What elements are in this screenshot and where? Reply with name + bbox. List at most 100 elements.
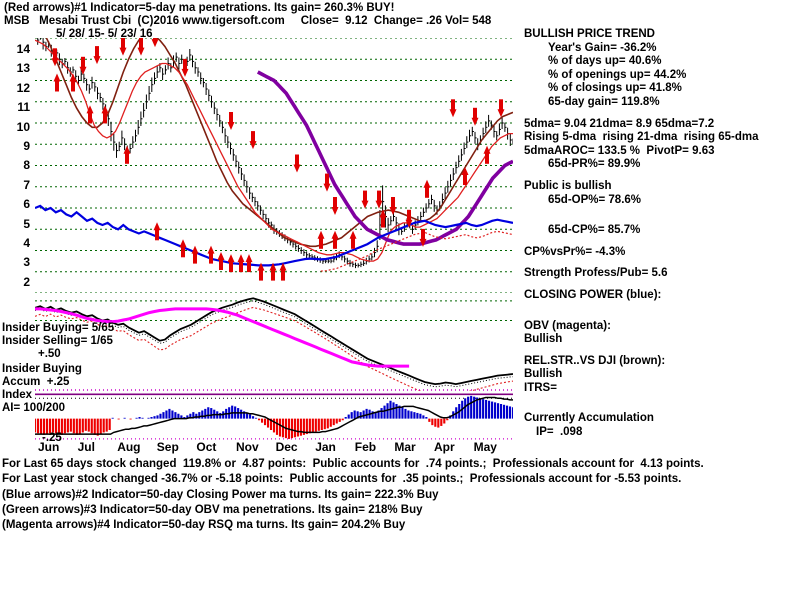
x-tick-label: May [473,440,497,454]
moving-average-values: 5dma= 9.04 21dma= 8.9 65dma=7.2 [524,117,715,130]
sell-arrow-down [51,48,59,67]
chart-canvas [0,38,520,443]
sell-arrow-down [249,131,257,150]
x-tick-label: Jun [38,440,60,454]
ai-threshold-label: AI= 100/200 [2,402,65,414]
buy-arrow-up [227,254,235,273]
cp-65d: 65d-CP%= 85.7% [548,224,641,237]
buy-arrow-up [279,262,287,281]
op-65d: 65d-OP%= 78.6% [548,193,642,206]
x-tick-label: Apr [434,440,455,454]
obv-ma-line [35,307,410,368]
accumulation-index-panel [35,391,513,443]
public-state: Public is bullish [524,179,612,192]
buy-arrow-up [207,245,215,264]
x-tick-label: Nov [236,440,259,454]
closing-power-line [35,204,513,267]
strength-profess-pub: Strength Profess/Pub= 5.6 [524,267,668,280]
buy-arrow-up [257,262,265,281]
relstr-state: Bullish [524,368,563,381]
y-tick-label: 12 [16,80,30,95]
sell-arrow-down [471,107,479,126]
y-tick-label: 4 [23,236,30,250]
x-tick-label: Aug [117,440,141,454]
price-y-axis: 14 13 12 11 10 9 8 7 6 5 4 3 2 [0,38,34,298]
spacer [524,347,800,355]
price-panel [35,38,513,293]
buy-arrow-up [269,262,277,281]
insider-buying-note: Insider Buying= 5/65 [2,322,115,334]
y-tick-label: 3 [23,255,30,270]
spacer [524,207,800,224]
sell-arrow-down [93,46,101,65]
spacer [524,281,800,289]
sell-arrow-down [361,190,369,209]
date-range-label: 5/ 28/ 15- 5/ 23/ 16 [56,28,153,40]
scale-minus-25: -.25 [42,432,62,444]
obv-legend: OBV (magenta): [524,319,611,332]
sell-arrow-down [323,173,331,192]
y-tick-label: 11 [17,100,30,115]
ai-panel-title-line1: Insider Buying [2,363,82,375]
y-tick-label: 9 [23,139,30,153]
indicator-1-headline: (Red arrows)#1 Indicator=5-day ma penetr… [4,2,395,14]
y-tick-label: 2 [23,274,30,289]
spacer [524,303,800,320]
gain-65day: 65-day gain= 119.8% [548,95,660,108]
cp-vs-pr: CP%vsPr%= -4.3% [524,245,626,258]
spacer [524,110,800,118]
y-tick-label: 5 [23,216,30,231]
x-tick-label: Dec [275,440,298,454]
x-tick-label: Feb [354,440,377,454]
obv-trend-dotted [35,300,513,388]
footer-year-attribution: For Last year stock changed -36.7% or -5… [2,473,682,486]
scale-plus-50: +.50 [38,348,61,360]
spacer [524,259,800,267]
relstr-legend: REL.STR..VS DJI (brown): [524,354,666,367]
y-tick-label: 14 [16,42,30,56]
ai-panel-title-line3: Index [2,389,33,401]
buy-arrow-up [217,252,225,270]
sell-arrow-down [181,58,189,77]
sell-arrow-down [497,99,505,118]
month-axis: Jun Jul Aug Sep Oct Nov Dec Jan Feb Mar Apr May [0,441,520,457]
sell-arrow-down [449,99,457,118]
x-tick-label: Jan [315,440,336,454]
ai-smoothing-line [35,396,513,435]
sell-arrow-down [375,190,383,209]
chart-header: (Red arrows)#1 Indicator=5-day ma penetr… [4,2,524,41]
accumulation-state: Currently Accumulation [524,412,654,425]
pct-closings-up: % of closings up= 41.8% [548,82,682,95]
y-tick-label: 8 [23,158,30,173]
indicator-3-line: (Green arrows)#3 Indicator=50-day OBV ma… [2,503,423,516]
y-tick-label: 13 [16,61,30,76]
buy-arrow-up [101,105,109,124]
chart-footer: For Last 65 days stock changed 119.8% or… [2,457,798,533]
sell-arrow-down [119,38,127,56]
indicator-2-line: (Blue arrows)#2 Indicator=50-day Closing… [2,488,439,501]
ma21-line [35,39,513,262]
ai-panel-title-line2: Accum +.25 [2,376,70,388]
trend-title: BULLISH PRICE TREND [524,28,655,40]
buy-arrow-up [483,145,491,164]
pct-days-up: % of days up= 40.6% [548,55,662,68]
buy-arrow-up [123,145,131,164]
buy-arrow-up [331,230,339,249]
sell-arrow-down [419,228,427,247]
sell-arrow-down [389,197,397,215]
buy-arrow-up [86,105,94,124]
obv-line [35,297,513,386]
buy-arrow-up [179,239,187,258]
moving-average-trend: Rising 5-dma rising 21-dma rising 65-dma [524,131,759,144]
sell-arrow-down [227,112,235,130]
sell-arrow-down [405,209,413,228]
buy-arrow-up [69,73,77,92]
y-tick-label: 6 [23,197,30,212]
ticker-summary-line: MSB Mesabi Trust Cbi (C)2016 www.tigerso… [4,15,492,27]
buy-arrow-up [423,179,431,198]
footer-65day-attribution: For Last 65 days stock changed 119.8% or… [2,458,704,470]
x-tick-label: Oct [196,440,217,454]
obv-panel [35,293,513,391]
buy-arrow-up [317,230,325,249]
aroc-pivot: 5dmaAROC= 133.5 % PivotP= 9.63 [524,144,715,157]
